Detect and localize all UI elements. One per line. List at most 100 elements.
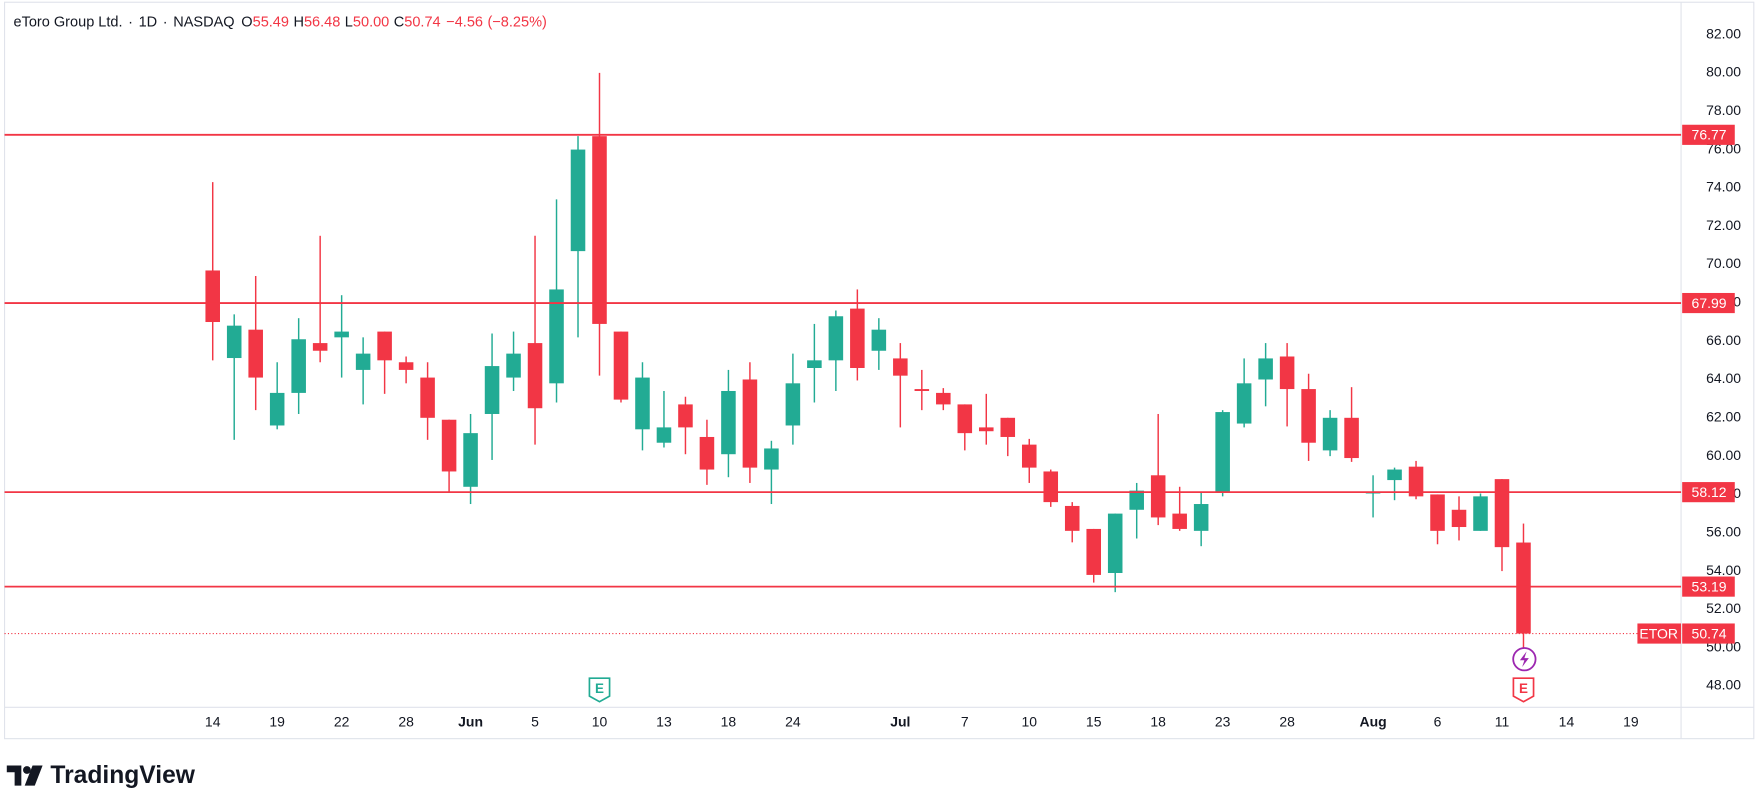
event-marker xyxy=(588,677,611,703)
candle-body xyxy=(764,448,779,470)
candle-body xyxy=(635,377,650,430)
last-price-label: 50.74 xyxy=(1692,625,1727,641)
header-item: −4.56 xyxy=(446,14,483,30)
y-tick-label: 60.00 xyxy=(1706,447,1741,463)
candle-body xyxy=(549,289,564,384)
candle-body xyxy=(1172,513,1187,529)
signal-icon xyxy=(1512,647,1537,672)
candle-body xyxy=(334,331,349,338)
candle-body xyxy=(377,331,392,361)
x-tick-label: 19 xyxy=(1623,714,1639,730)
level-tag xyxy=(1682,482,1735,503)
header-item: · xyxy=(128,14,133,30)
candle-body xyxy=(1408,466,1424,497)
brand-name: TradingView xyxy=(50,762,195,789)
header-item: C xyxy=(394,14,405,30)
event-label: E xyxy=(1519,681,1528,696)
candle-body xyxy=(291,339,306,393)
header-item: (−8.25%) xyxy=(487,14,546,30)
candle-body xyxy=(871,329,887,351)
y-tick-label: 78.00 xyxy=(1706,102,1741,118)
candle-body xyxy=(205,270,220,323)
x-tick-label: Aug xyxy=(1359,714,1386,730)
candle-body xyxy=(893,358,908,376)
level-label: 53.19 xyxy=(1692,578,1727,594)
candle-body xyxy=(1279,356,1295,390)
header-item: 50.00 xyxy=(353,14,389,30)
candle-body xyxy=(1043,471,1059,503)
candle-body xyxy=(1494,479,1510,548)
y-tick-label: 52.00 xyxy=(1706,600,1741,616)
x-tick-label: 18 xyxy=(721,714,737,730)
y-tick-label: 72.00 xyxy=(1706,217,1741,233)
y-tick-label: 82.00 xyxy=(1706,25,1741,41)
header-item: L xyxy=(345,14,353,30)
last-price-name: ETOR xyxy=(1639,625,1678,641)
header-item: O xyxy=(241,14,252,30)
candle-body xyxy=(1344,417,1359,459)
x-tick-label: Jul xyxy=(890,714,910,730)
x-tick-label: 24 xyxy=(785,714,801,730)
header-item: NASDAQ xyxy=(173,14,234,30)
brand-logo xyxy=(6,765,43,786)
x-tick-label: 23 xyxy=(1215,714,1231,730)
candle-body xyxy=(463,433,478,487)
chart-header: eToro Group Ltd. · 1D · NASDAQ O55.49 H56.48 L5… xyxy=(14,14,547,30)
candle-body xyxy=(742,379,758,468)
y-tick-label: 80.00 xyxy=(1706,64,1741,80)
candle-body xyxy=(1000,417,1016,437)
candle-body xyxy=(678,404,693,428)
candle-body xyxy=(979,427,994,432)
candle-body xyxy=(1516,542,1531,634)
header-item: eToro Group Ltd. xyxy=(14,14,123,30)
header-item: 1D xyxy=(139,14,158,30)
header-item: 56.48 xyxy=(304,14,340,30)
x-tick-label: 7 xyxy=(961,714,969,730)
event-marker xyxy=(1512,677,1535,703)
x-tick-label: 28 xyxy=(398,714,414,730)
x-tick-label: 22 xyxy=(334,714,350,730)
y-tick-label: 66.00 xyxy=(1706,332,1741,348)
x-tick-label: 15 xyxy=(1086,714,1102,730)
candle-body xyxy=(441,419,457,472)
y-tick-label: 62.00 xyxy=(1706,408,1741,424)
chart-frame xyxy=(3,1,1755,740)
candle-body xyxy=(1021,444,1037,468)
last-price-name-tag xyxy=(1637,623,1682,644)
candle-body xyxy=(269,392,285,426)
candle-body xyxy=(807,360,822,368)
level-tag xyxy=(1682,576,1735,597)
level-label: 76.77 xyxy=(1692,127,1727,143)
y-tick-label: 70.00 xyxy=(1706,255,1741,271)
event-label: E xyxy=(595,681,604,696)
x-tick-label: 6 xyxy=(1434,714,1442,730)
x-tick-label: 14 xyxy=(1559,714,1575,730)
candle-body xyxy=(936,392,951,405)
candle-body xyxy=(1236,383,1252,424)
candle-body xyxy=(850,308,865,368)
candle-body xyxy=(914,389,930,391)
candle-body xyxy=(1430,494,1445,531)
x-tick-label: 28 xyxy=(1279,714,1295,730)
x-tick-label: Jun xyxy=(458,714,483,730)
candle-body xyxy=(1258,358,1273,380)
level-label: 67.99 xyxy=(1692,295,1727,311)
plot-area: 48.0050.0052.0054.0056.0058.0060.0062.00… xyxy=(4,25,1741,730)
y-tick-label: 54.00 xyxy=(1706,562,1741,578)
header-item: 55.49 xyxy=(253,14,289,30)
header-item: H xyxy=(293,14,304,30)
x-tick-label: 14 xyxy=(205,714,221,730)
header-item: 50.74 xyxy=(404,14,440,30)
candle-body xyxy=(785,383,801,426)
candle-body xyxy=(312,343,328,351)
level-label: 58.12 xyxy=(1692,484,1727,500)
candle-body xyxy=(613,331,629,400)
candle-body xyxy=(1107,513,1123,574)
candle-body xyxy=(506,353,521,378)
x-tick-label: 19 xyxy=(269,714,285,730)
candle-body xyxy=(656,427,672,443)
x-tick-label: 18 xyxy=(1150,714,1166,730)
candle-body xyxy=(1387,469,1402,481)
